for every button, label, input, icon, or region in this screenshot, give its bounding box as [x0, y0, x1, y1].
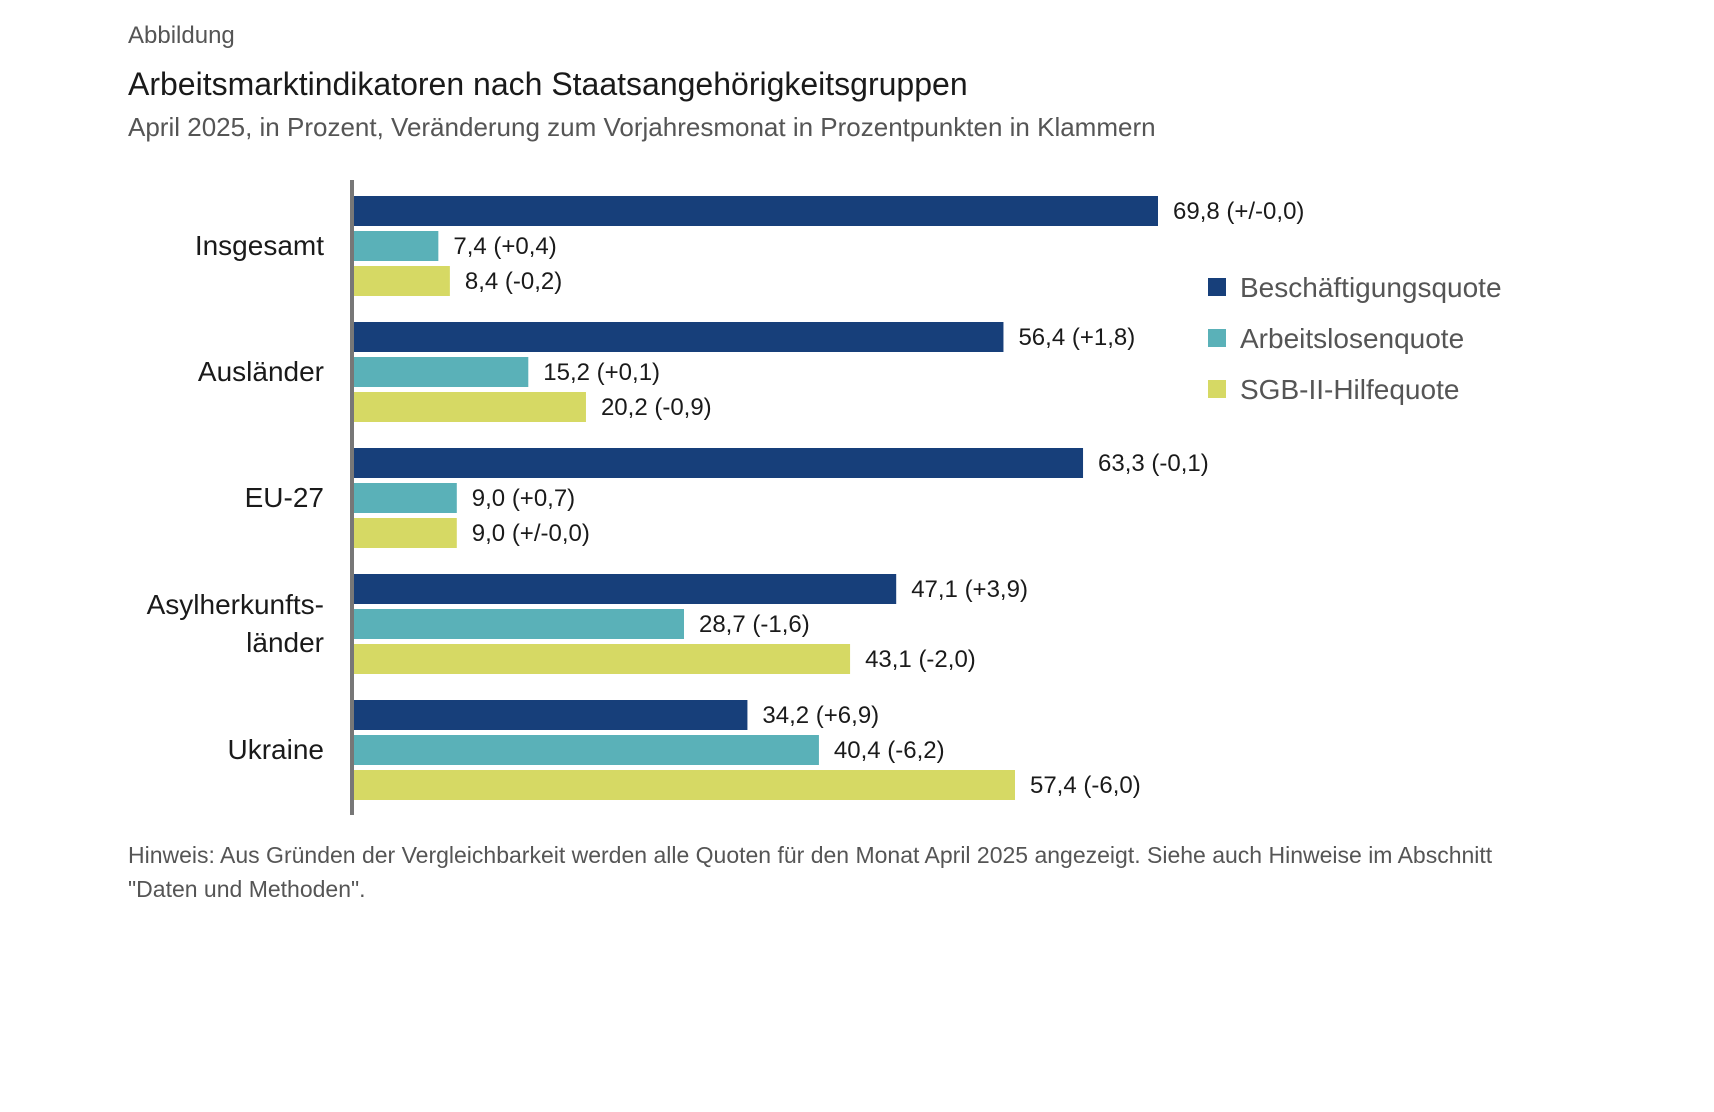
data-label-1-4: 47,1 (+3,9) [911, 576, 1028, 603]
category-label-4-line-1: Asylherkunfts- [147, 589, 324, 620]
legend-swatch-2 [1208, 329, 1226, 347]
data-label-1-1: 69,8 (+/-0,0) [1173, 198, 1304, 225]
figure-eyebrow: Abbildung [128, 22, 235, 49]
category-label-3: EU-27 [245, 482, 324, 513]
data-label-2-1: 7,4 (+0,4) [453, 233, 556, 260]
bar-2-5 [353, 735, 819, 765]
data-label-2-4: 28,7 (-1,6) [699, 611, 810, 638]
bar-2-2 [353, 357, 529, 387]
bar-1-3 [353, 448, 1084, 478]
bar-3-1 [353, 266, 450, 296]
bar-chart: 69,8 (+/-0,0) 7,4 (+0,4) 8,4 (-0,2) Insgesa… [147, 180, 1502, 815]
data-label-3-4: 43,1 (-2,0) [865, 646, 976, 673]
bar-3-5 [353, 770, 1015, 800]
bar-1-1 [353, 196, 1158, 226]
category-label-5: Ukraine [228, 734, 324, 765]
data-label-3-3: 9,0 (+/-0,0) [472, 520, 590, 547]
data-label-3-2: 20,2 (-0,9) [601, 394, 712, 421]
chart-subtitle: April 2025, in Prozent, Veränderung zum … [128, 112, 1156, 142]
data-label-2-2: 15,2 (+0,1) [543, 359, 660, 386]
bar-1-5 [353, 700, 748, 730]
footnote: Hinweis: Aus Gründen der Vergleichbarkei… [128, 842, 1493, 902]
bar-2-1 [353, 231, 439, 261]
legend-swatch-3 [1208, 380, 1226, 398]
data-label-3-5: 57,4 (-6,0) [1030, 772, 1141, 799]
data-label-2-5: 40,4 (-6,2) [834, 737, 945, 764]
legend-swatch-1 [1208, 278, 1226, 296]
bar-1-4 [353, 574, 897, 604]
category-label-1: Insgesamt [195, 230, 324, 261]
category-label-2: Ausländer [198, 356, 324, 387]
legend-label-3: SGB-II-Hilfequote [1240, 374, 1459, 405]
data-label-2-3: 9,0 (+0,7) [472, 485, 575, 512]
data-label-1-2: 56,4 (+1,8) [1018, 324, 1135, 351]
data-label-1-5: 34,2 (+6,9) [762, 702, 879, 729]
bar-2-3 [353, 483, 457, 513]
data-label-3-1: 8,4 (-0,2) [465, 268, 562, 295]
data-label-1-3: 63,3 (-0,1) [1098, 450, 1209, 477]
category-label-4-line-2: länder [246, 627, 324, 658]
bar-3-3 [353, 518, 457, 548]
chart-title: Arbeitsmarktindikatoren nach Staatsangeh… [128, 66, 968, 102]
bar-2-4 [353, 609, 684, 639]
bar-3-2 [353, 392, 586, 422]
legend-label-1: Beschäftigungsquote [1240, 272, 1502, 303]
legend-label-2: Arbeitslosenquote [1240, 323, 1464, 354]
bar-1-2 [353, 322, 1004, 352]
bar-3-4 [353, 644, 851, 674]
